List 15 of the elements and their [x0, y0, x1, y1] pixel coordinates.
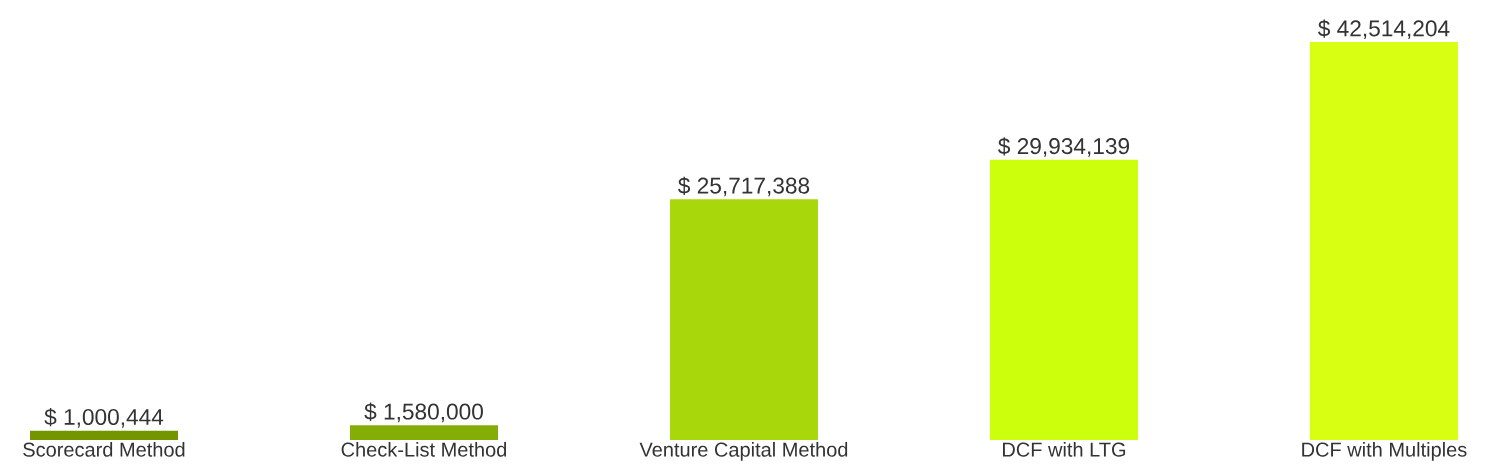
x-tick-label: Venture Capital Method: [639, 442, 848, 461]
data-label: $ 25,717,388: [678, 176, 810, 197]
x-tick-label: DCF with LTG: [1003, 442, 1126, 457]
data-label: $ 1,000,444: [44, 408, 164, 428]
x-tick-label: Scorecard Method: [23, 442, 185, 457]
bar: [989, 159, 1138, 440]
bar: [350, 425, 498, 440]
data-label: $ 1,580,000: [364, 402, 483, 423]
bar: [30, 430, 179, 440]
data-label: $ 42,514,204: [1318, 19, 1450, 40]
x-tick-label: DCF with Multiples: [1302, 442, 1467, 461]
bar: [1309, 42, 1458, 440]
x-tick-label: Check-List Method: [341, 442, 507, 457]
bar: [669, 199, 818, 440]
data-label: $ 29,934,139: [998, 137, 1130, 157]
